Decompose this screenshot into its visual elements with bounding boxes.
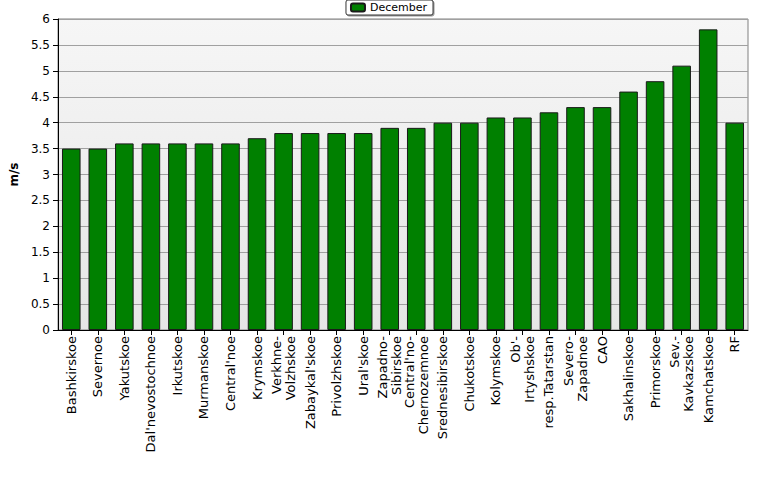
svg-text:Sev.-: Sev.- xyxy=(667,336,682,368)
svg-text:Zabaykal'skoe: Zabaykal'skoe xyxy=(303,336,318,429)
svg-text:Dal'nevostochnoe: Dal'nevostochnoe xyxy=(143,336,158,452)
svg-text:m/s: m/s xyxy=(7,162,21,186)
svg-text:Kavkazskoe: Kavkazskoe xyxy=(681,336,696,412)
svg-text:Krymskoe: Krymskoe xyxy=(250,336,265,400)
svg-text:1: 1 xyxy=(42,271,50,285)
svg-text:2.5: 2.5 xyxy=(31,193,50,207)
svg-text:6: 6 xyxy=(42,12,50,26)
svg-text:Srednesibirskoe: Srednesibirskoe xyxy=(435,336,450,439)
svg-text:Chukotskoe: Chukotskoe xyxy=(462,336,477,411)
svg-text:Chernozemnoe: Chernozemnoe xyxy=(416,336,431,434)
svg-text:Primorskoe: Primorskoe xyxy=(648,336,663,408)
svg-text:Verkhne-: Verkhne- xyxy=(269,336,284,394)
svg-text:Central'noe: Central'noe xyxy=(223,336,238,411)
svg-text:RF: RF xyxy=(727,336,742,353)
svg-text:Irkutskoe: Irkutskoe xyxy=(170,336,185,395)
svg-text:Volzhskoe: Volzhskoe xyxy=(283,336,298,400)
svg-text:CAO: CAO xyxy=(595,336,610,364)
svg-text:Kolymskoe: Kolymskoe xyxy=(488,336,503,406)
svg-text:Murmanskoe: Murmanskoe xyxy=(196,336,211,419)
svg-text:4: 4 xyxy=(42,116,50,130)
svg-text:1.5: 1.5 xyxy=(31,245,50,259)
svg-text:Sibirskoe: Sibirskoe xyxy=(389,336,405,395)
svg-text:Zapadnoe: Zapadnoe xyxy=(575,336,590,402)
svg-text:0.5: 0.5 xyxy=(31,297,50,311)
svg-text:2: 2 xyxy=(42,219,50,233)
svg-text:Kamchatskoe: Kamchatskoe xyxy=(701,336,716,423)
svg-text:0: 0 xyxy=(42,323,50,337)
svg-text:Severo-: Severo- xyxy=(561,336,576,386)
svg-text:resp.Tatarstan: resp.Tatarstan xyxy=(541,336,556,428)
svg-text:Central'no-: Central'no- xyxy=(402,336,417,408)
svg-text:Irtyshskoe: Irtyshskoe xyxy=(522,336,537,403)
svg-text:3.5: 3.5 xyxy=(31,142,50,156)
svg-text:Severnoe: Severnoe xyxy=(90,336,105,397)
svg-text:5.5: 5.5 xyxy=(31,38,50,52)
svg-text:Ob'-: Ob'- xyxy=(508,336,523,363)
svg-text:Ural'skoe: Ural'skoe xyxy=(356,336,371,396)
svg-text:4.5: 4.5 xyxy=(31,90,50,104)
svg-text:3: 3 xyxy=(42,168,50,182)
svg-text:Yakutskoe: Yakutskoe xyxy=(117,336,132,401)
svg-text:Bashkirskoe: Bashkirskoe xyxy=(64,336,79,414)
svg-text:Zapadno-: Zapadno- xyxy=(375,336,390,399)
svg-text:5: 5 xyxy=(42,64,50,78)
svg-text:December: December xyxy=(370,1,428,14)
svg-text:Privolzhskoe: Privolzhskoe xyxy=(329,336,344,417)
svg-text:Sakhalinskoe: Sakhalinskoe xyxy=(621,336,636,421)
